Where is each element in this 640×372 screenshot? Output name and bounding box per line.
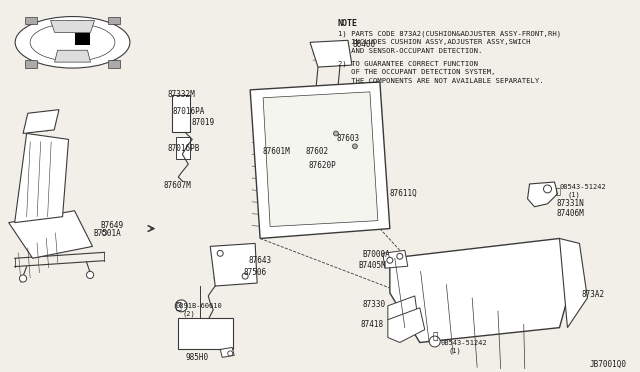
Circle shape xyxy=(217,250,223,256)
Circle shape xyxy=(353,144,357,149)
Text: (2): (2) xyxy=(182,311,195,317)
Text: 87418: 87418 xyxy=(361,320,384,329)
Circle shape xyxy=(397,253,403,259)
Text: 87611Q: 87611Q xyxy=(390,189,417,198)
Polygon shape xyxy=(388,308,425,343)
Bar xyxy=(172,95,190,132)
Circle shape xyxy=(242,273,248,279)
Text: 87602: 87602 xyxy=(305,147,328,156)
Text: 87016PB: 87016PB xyxy=(167,144,200,153)
Bar xyxy=(25,60,36,68)
Circle shape xyxy=(19,275,27,282)
Text: 0B543-51242: 0B543-51242 xyxy=(441,340,488,346)
Polygon shape xyxy=(15,134,68,222)
Text: 87332M: 87332M xyxy=(167,90,195,99)
Text: 87331N: 87331N xyxy=(557,199,584,208)
Polygon shape xyxy=(559,238,588,328)
Text: JB7001Q0: JB7001Q0 xyxy=(589,360,627,369)
Circle shape xyxy=(429,336,440,347)
Text: B7649: B7649 xyxy=(100,221,124,230)
Bar xyxy=(108,60,120,68)
Circle shape xyxy=(228,351,233,356)
Polygon shape xyxy=(383,250,408,268)
Text: 0891B-60610: 0891B-60610 xyxy=(175,303,222,309)
Text: Ⓢ: Ⓢ xyxy=(432,333,437,341)
Polygon shape xyxy=(54,50,90,62)
Polygon shape xyxy=(388,296,418,328)
Text: Ⓢ: Ⓢ xyxy=(556,187,561,196)
Text: 985H0: 985H0 xyxy=(186,353,209,362)
Text: INCLUDES CUSHION ASSY,ADJUSTER ASSY,SWICH: INCLUDES CUSHION ASSY,ADJUSTER ASSY,SWIC… xyxy=(338,39,531,45)
Text: 87016PA: 87016PA xyxy=(172,107,205,116)
Circle shape xyxy=(543,185,552,193)
Polygon shape xyxy=(263,92,378,227)
Text: 87643: 87643 xyxy=(248,256,271,265)
Polygon shape xyxy=(310,40,352,67)
Text: AND SENSOR-OCCUPANT DETECTION.: AND SENSOR-OCCUPANT DETECTION. xyxy=(338,48,483,54)
Text: 873A2: 873A2 xyxy=(581,290,605,299)
Text: (1): (1) xyxy=(568,192,580,198)
Text: 1) PARTS CODE 873A2(CUSHION&ADJUSTER ASSY-FRONT,RH): 1) PARTS CODE 873A2(CUSHION&ADJUSTER ASS… xyxy=(338,31,561,37)
Circle shape xyxy=(102,230,107,235)
Text: (1): (1) xyxy=(449,347,461,354)
Bar xyxy=(176,137,190,159)
Text: 87019: 87019 xyxy=(191,118,214,126)
Text: B7501A: B7501A xyxy=(93,228,121,238)
Text: Ⓝ: Ⓝ xyxy=(175,300,181,310)
Polygon shape xyxy=(250,82,390,238)
Bar xyxy=(74,33,90,45)
Text: 87603: 87603 xyxy=(337,134,360,144)
Polygon shape xyxy=(220,347,234,357)
Text: 87607M: 87607M xyxy=(163,181,191,190)
Polygon shape xyxy=(51,20,95,32)
Polygon shape xyxy=(527,182,557,207)
Ellipse shape xyxy=(15,16,130,68)
Text: 08543-51242: 08543-51242 xyxy=(559,184,606,190)
Bar xyxy=(179,318,233,349)
Text: OF THE OCCUPANT DETECTION SYSTEM,: OF THE OCCUPANT DETECTION SYSTEM, xyxy=(338,69,495,75)
Bar xyxy=(25,16,36,25)
Circle shape xyxy=(333,131,339,136)
Polygon shape xyxy=(210,243,257,286)
Circle shape xyxy=(175,300,188,312)
Text: 86400: 86400 xyxy=(353,40,376,49)
Text: 87601M: 87601M xyxy=(262,147,290,156)
Text: 2) TO GUARANTEE CORRECT FUNCTION: 2) TO GUARANTEE CORRECT FUNCTION xyxy=(338,60,478,67)
Circle shape xyxy=(86,271,93,279)
Polygon shape xyxy=(9,211,93,258)
Polygon shape xyxy=(390,238,575,343)
Bar xyxy=(108,16,120,25)
Text: 87506: 87506 xyxy=(243,268,266,277)
Text: B7000A: B7000A xyxy=(362,250,390,259)
Text: 87620P: 87620P xyxy=(308,161,336,170)
Text: 87330: 87330 xyxy=(363,300,386,309)
Text: NOTE: NOTE xyxy=(338,19,358,28)
Text: B7405M: B7405M xyxy=(358,261,386,270)
Polygon shape xyxy=(23,110,59,134)
Text: 87406M: 87406M xyxy=(557,209,584,218)
Circle shape xyxy=(387,257,393,263)
Text: THE COMPONENTS ARE NOT AVAILABLE SEPARATELY.: THE COMPONENTS ARE NOT AVAILABLE SEPARAT… xyxy=(338,78,543,84)
